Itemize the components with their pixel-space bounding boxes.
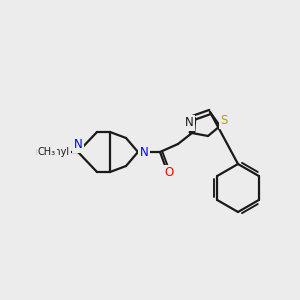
Text: CH₃: CH₃ xyxy=(38,147,56,157)
Text: O: O xyxy=(164,167,174,179)
Text: N: N xyxy=(140,146,148,158)
Text: methyl: methyl xyxy=(35,147,69,157)
Text: N: N xyxy=(184,116,194,130)
Text: N: N xyxy=(74,139,82,152)
Text: S: S xyxy=(220,115,228,128)
